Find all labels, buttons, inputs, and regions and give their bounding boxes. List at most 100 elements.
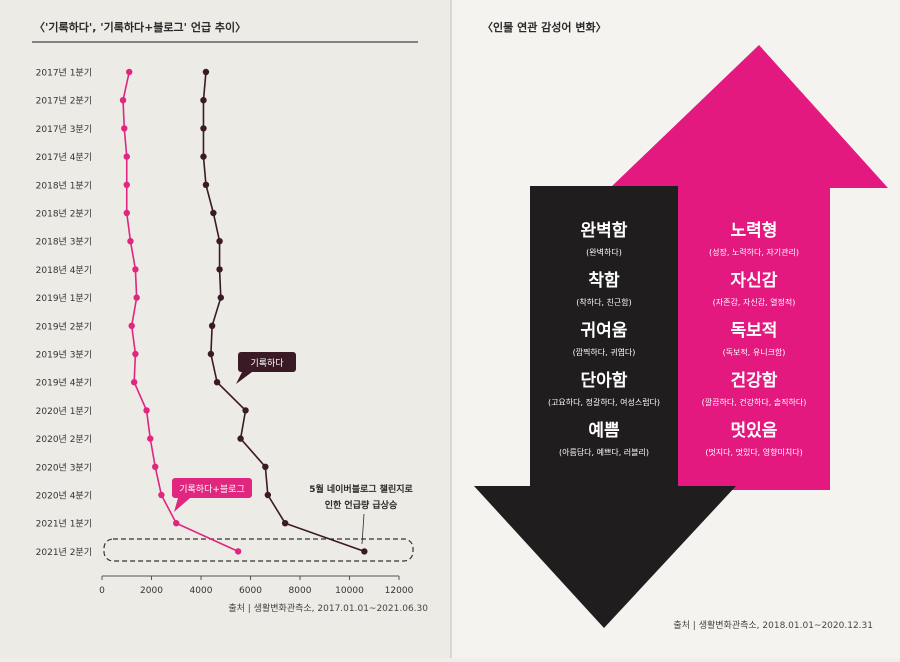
- up-sub: (성장, 노력하다, 자기관리): [709, 247, 799, 257]
- up-arrow: [610, 45, 888, 490]
- y-tick-label: 2021년 1분기: [36, 519, 92, 530]
- data-point: [264, 491, 272, 499]
- data-point: [173, 520, 180, 527]
- y-tick-label: 2020년 2분기: [36, 434, 92, 445]
- series-line-0: [202, 71, 365, 553]
- y-tick-label: 2021년 2분기: [36, 547, 92, 558]
- callout-record: 기록하다: [236, 352, 296, 384]
- highlight-box-2021q2: [103, 538, 414, 562]
- y-tick-label: 2017년 3분기: [36, 124, 92, 135]
- up-sub: (멋지다, 멋있다, 영향미치다): [705, 447, 802, 457]
- data-point: [123, 181, 130, 188]
- up-word: 독보적: [731, 321, 778, 341]
- up-word: 노력형: [731, 220, 778, 241]
- y-tick-label: 2017년 2분기: [36, 96, 92, 107]
- data-point: [281, 520, 289, 527]
- data-point: [152, 463, 159, 470]
- down-word: 예쁨: [588, 421, 620, 441]
- data-point: [121, 125, 128, 132]
- data-point: [207, 350, 215, 358]
- data-point: [202, 181, 210, 188]
- up-word: 멋있음: [731, 421, 778, 441]
- y-tick-label: 2018년 4분기: [36, 265, 92, 276]
- y-tick-label: 2020년 4분기: [36, 491, 92, 502]
- data-point: [216, 238, 223, 245]
- down-arrow: [474, 186, 736, 628]
- x-tick-label: 10000: [335, 586, 364, 596]
- y-tick-label: 2019년 2분기: [36, 321, 92, 332]
- y-tick-label: 2019년 3분기: [36, 350, 92, 361]
- data-point: [200, 153, 207, 160]
- data-point: [158, 491, 165, 499]
- data-point: [210, 209, 217, 217]
- series-line-1: [122, 71, 239, 553]
- data-point: [130, 379, 138, 386]
- data-point: [237, 435, 244, 442]
- y-tick-label: 2019년 4분기: [36, 378, 92, 389]
- down-sub: (아름답다, 예쁘다, 러블리): [559, 447, 649, 457]
- data-point: [242, 407, 249, 414]
- up-sub: (독보적, 유니크함): [723, 347, 786, 357]
- line-chart-title: 〈'기록하다', '기록하다+블로그' 언급 추이〉: [34, 20, 246, 34]
- data-point: [216, 266, 223, 273]
- data-point: [132, 266, 139, 273]
- annotation-line-2: 인한 언급량 급상승: [325, 499, 398, 511]
- data-point: [123, 153, 130, 160]
- y-tick-label: 2017년 4분기: [36, 152, 92, 163]
- y-tick-label: 2018년 3분기: [36, 237, 92, 248]
- data-point: [147, 435, 154, 442]
- y-tick-label: 2017년 1분기: [36, 68, 92, 79]
- data-point: [128, 322, 135, 329]
- down-word: 단아함: [581, 370, 628, 391]
- down-sub: (고요하다, 정갈하다, 여성스럽다): [548, 397, 660, 407]
- down-sub: (완벽하다): [586, 247, 622, 257]
- data-point: [213, 379, 221, 386]
- data-point: [234, 548, 242, 555]
- data-point: [208, 322, 216, 329]
- callout-blog: 기록하다+블로그: [172, 478, 252, 512]
- y-tick-label: 2018년 2분기: [36, 209, 92, 220]
- x-tick-label: 4000: [190, 586, 213, 596]
- down-word: 완벽함: [581, 220, 628, 241]
- data-point: [143, 407, 150, 414]
- data-point: [133, 294, 140, 301]
- up-word: 자신감: [731, 271, 778, 291]
- data-point: [202, 68, 210, 76]
- x-tick-label: 2000: [140, 586, 163, 596]
- sentiment-source: 출처 | 생활변화관측소, 2018.01.01~2020.12.31: [673, 619, 873, 631]
- up-word: 건강함: [731, 370, 778, 391]
- up-sub: (자존감, 자신감, 열정적): [713, 297, 796, 307]
- data-point: [127, 238, 134, 245]
- data-point: [361, 548, 368, 555]
- data-point: [262, 463, 269, 470]
- sentiment-diagram: 〈인물 연관 감성어 변화〉 완벽함 (완벽하다) 착함 (착하다, 친근함) 귀여움 (…: [474, 20, 888, 631]
- data-point: [123, 209, 130, 217]
- callout-record-label: 기록하다: [250, 358, 284, 369]
- up-sub: (깔끔하다, 건강하다, 솔직하다): [702, 397, 807, 407]
- data-point: [200, 97, 207, 104]
- line-chart-source: 출처 | 생활변화관측소, 2017.01.01~2021.06.30: [228, 602, 428, 614]
- data-point: [217, 294, 224, 301]
- y-tick-label: 2020년 1분기: [36, 406, 92, 417]
- x-tick-label: 0: [99, 586, 105, 596]
- data-point: [126, 68, 133, 76]
- x-tick-label: 6000: [239, 586, 262, 596]
- callout-blog-label: 기록하다+블로그: [179, 484, 245, 495]
- x-tick-label: 8000: [289, 586, 312, 596]
- annotation-line-1: 5월 네이버블로그 챌린지로: [309, 483, 413, 495]
- line-chart: 〈'기록하다', '기록하다+블로그' 언급 추이〉 2017년 1분기 2017…: [32, 20, 428, 614]
- down-sub: (착하다, 친근함): [576, 297, 632, 307]
- annotation-pointer: [361, 513, 365, 545]
- data-point: [200, 125, 207, 132]
- sentiment-title: 〈인물 연관 감성어 변화〉: [482, 20, 607, 34]
- y-tick-label: 2019년 1분기: [36, 293, 92, 304]
- x-tick-label: 12000: [385, 586, 414, 596]
- y-tick-label: 2020년 3분기: [36, 462, 92, 473]
- down-word: 착함: [588, 270, 620, 291]
- data-point: [132, 350, 139, 358]
- y-tick-label: 2018년 1분기: [36, 180, 92, 191]
- data-point: [119, 97, 127, 104]
- line-chart-panel: 〈'기록하다', '기록하다+블로그' 언급 추이〉 2017년 1분기 2017…: [0, 0, 452, 658]
- down-word: 귀여움: [581, 321, 628, 341]
- down-sub: (깜찍하다, 귀엽다): [573, 347, 636, 357]
